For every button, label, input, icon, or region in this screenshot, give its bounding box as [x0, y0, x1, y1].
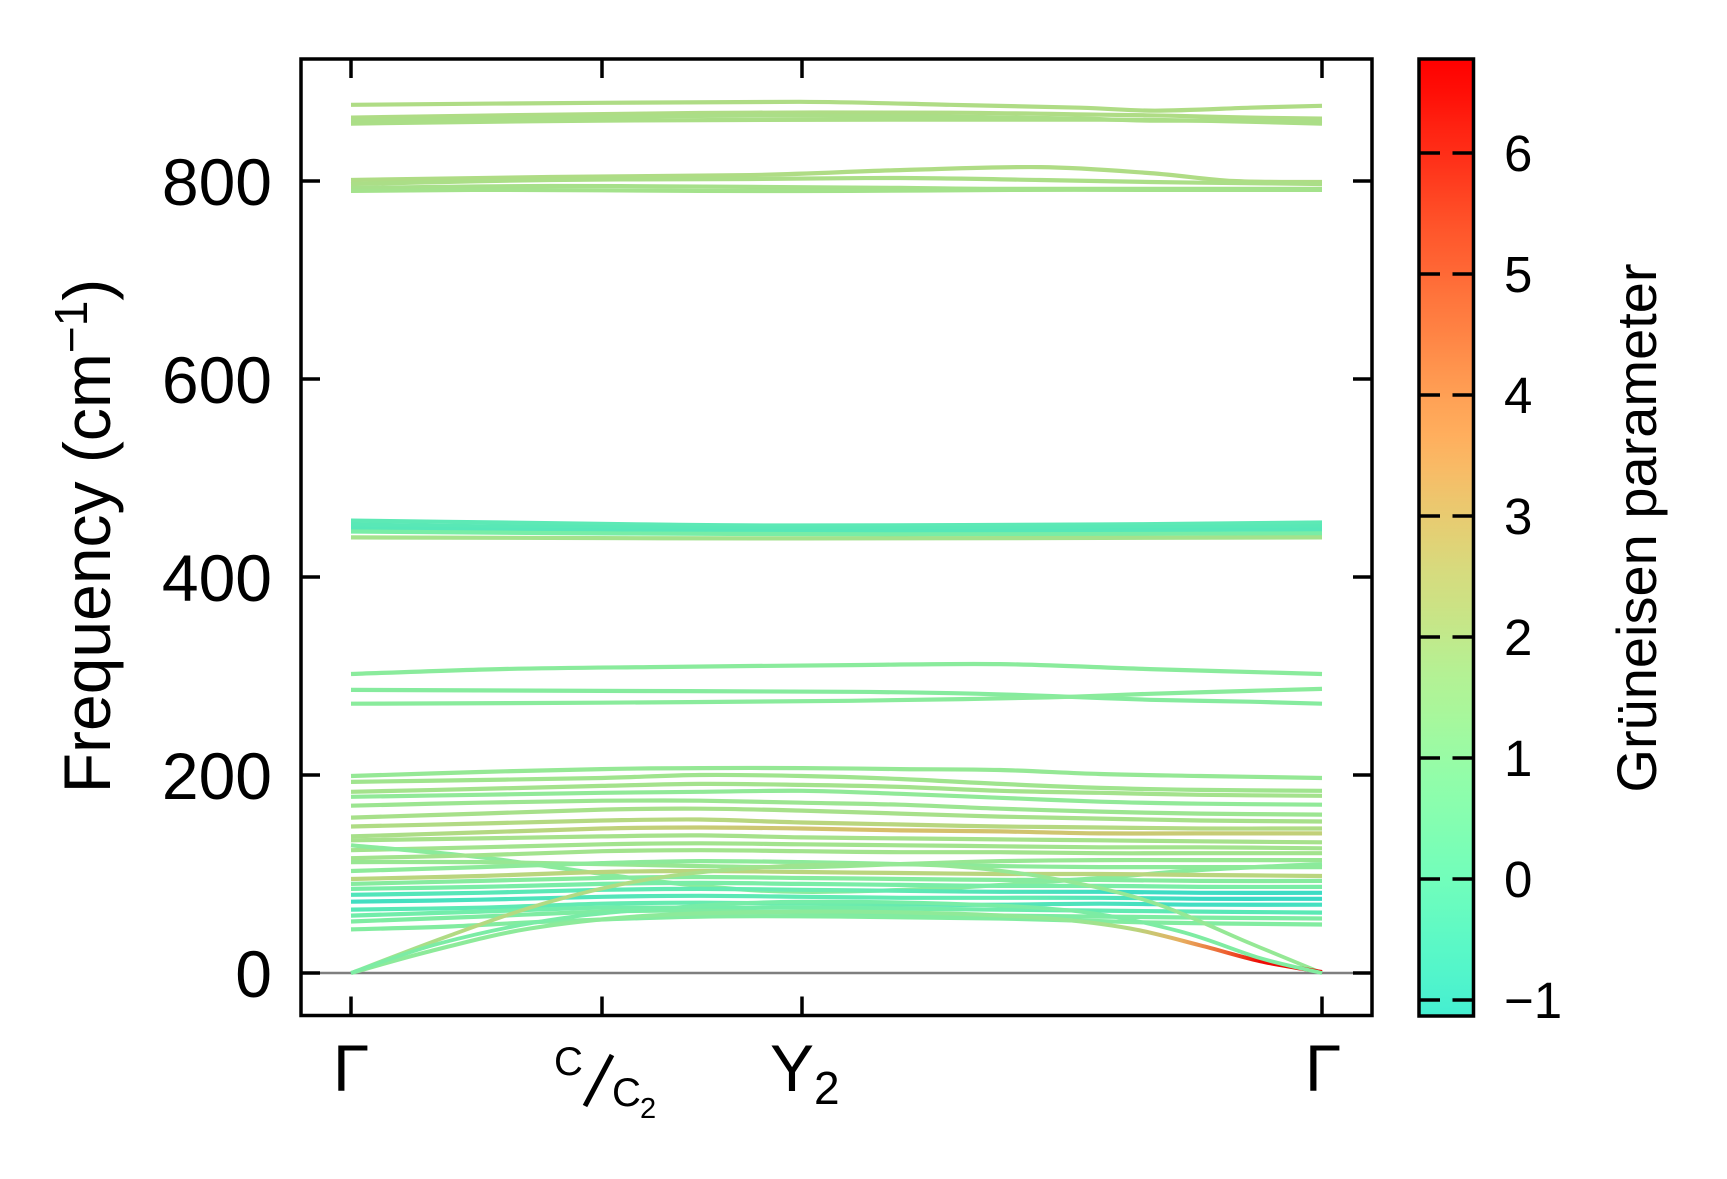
svg-text:200: 200: [162, 739, 272, 813]
svg-text:Γ: Γ: [1305, 1031, 1341, 1105]
svg-text:0: 0: [235, 937, 272, 1011]
svg-text:2: 2: [1504, 609, 1532, 666]
svg-text:Γ: Γ: [333, 1031, 369, 1105]
svg-text:1: 1: [1504, 730, 1532, 787]
svg-text:C: C: [612, 1071, 641, 1115]
svg-text:5: 5: [1504, 246, 1532, 303]
svg-text:400: 400: [162, 541, 272, 615]
svg-text:−1: −1: [1504, 972, 1562, 1029]
svg-text:Grüneisen parameter: Grüneisen parameter: [1605, 263, 1668, 792]
svg-text:800: 800: [162, 145, 272, 219]
svg-text:C: C: [554, 1040, 583, 1084]
svg-text:4: 4: [1504, 367, 1532, 424]
svg-text:Frequency (cm−1): Frequency (cm−1): [45, 279, 124, 794]
svg-text:Y2: Y2: [770, 1031, 840, 1114]
svg-text:600: 600: [162, 343, 272, 417]
svg-text:2: 2: [640, 1093, 656, 1125]
svg-text:3: 3: [1504, 488, 1532, 545]
svg-text:0: 0: [1504, 851, 1532, 908]
svg-text:6: 6: [1504, 125, 1532, 182]
